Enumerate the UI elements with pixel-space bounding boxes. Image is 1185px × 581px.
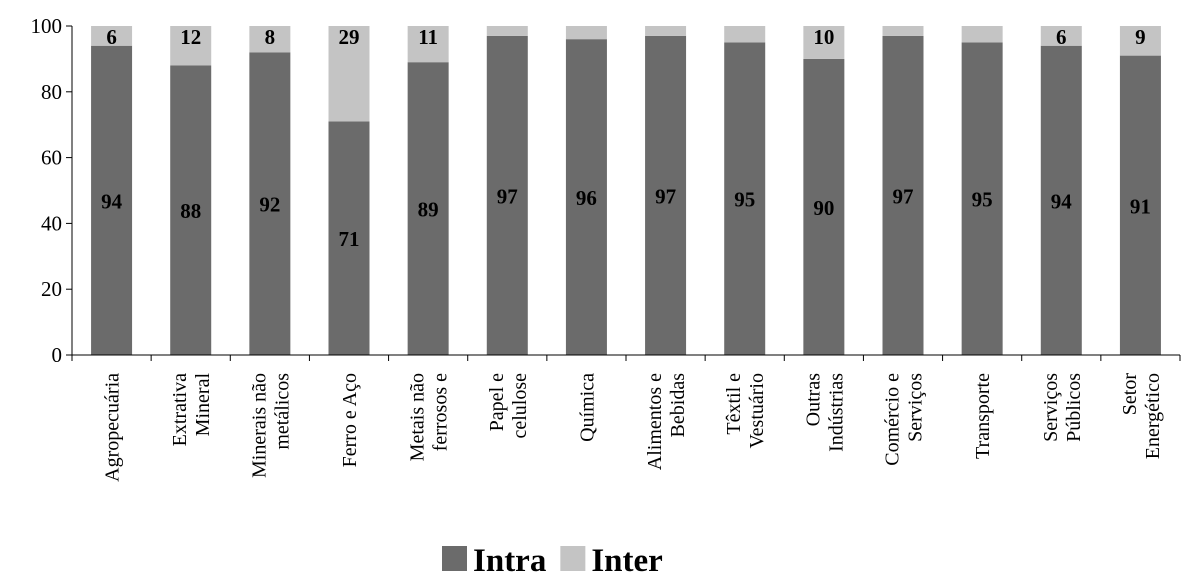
y-tick-label: 20	[41, 277, 62, 301]
x-tick-label: Comércio eServiços	[882, 373, 927, 466]
x-tick-label: Agropecuária	[102, 373, 124, 482]
x-tick-label: ExtrativaMineral	[169, 373, 214, 447]
x-tick-label: ServiçosPúblicos	[1040, 373, 1085, 442]
bar-segment-inter	[724, 26, 766, 43]
legend: Intra Inter	[442, 543, 663, 579]
bar-segment-inter	[486, 26, 528, 36]
bar-segment-inter	[1040, 26, 1082, 46]
x-tick-label: SetorEnergético	[1119, 373, 1164, 460]
bar-segment-inter	[91, 26, 133, 46]
y-tick-label: 100	[31, 14, 63, 38]
bar-segment-intra	[1040, 45, 1082, 356]
x-tick-label: Ferro e Aço	[339, 373, 361, 467]
bar-segment-inter	[961, 26, 1003, 43]
x-tick-label: Química	[576, 373, 598, 442]
data-label: 88	[180, 199, 201, 223]
y-tick-label: 40	[41, 211, 62, 235]
data-label: 12	[180, 25, 201, 49]
bar-segment-intra	[645, 35, 687, 356]
x-tick-label: Metais nãoferrosos e	[407, 373, 452, 461]
y-tick-label: 0	[52, 343, 63, 367]
x-tick-label: OutrasIndústrias	[802, 373, 847, 452]
bar-segment-inter	[170, 26, 212, 66]
y-axis: 0 20 40 60 80 100	[31, 14, 73, 367]
bar-segment-intra	[170, 65, 212, 355]
data-label: 9	[1135, 25, 1146, 49]
x-axis: Agropecuária ExtrativaMineral Minerais não…	[71, 354, 1181, 482]
bar-segment-inter	[1119, 26, 1161, 56]
bar-segment-intra	[565, 39, 607, 355]
data-label: 6	[1056, 25, 1067, 49]
bar-segment-intra	[328, 121, 370, 355]
bar-segment-inter	[407, 26, 449, 63]
bars	[91, 26, 1161, 356]
bar-segment-intra	[407, 62, 449, 355]
data-label: 10	[813, 25, 834, 49]
data-label: 11	[418, 25, 438, 49]
y-tick-label: 80	[41, 80, 62, 104]
bar-segment-intra	[1119, 55, 1161, 356]
bar-segment-inter	[645, 26, 687, 36]
data-label: 90	[813, 196, 834, 220]
bar-segment-inter	[565, 26, 607, 40]
bar-segment-inter	[249, 26, 291, 53]
data-label: 71	[339, 227, 360, 251]
data-label: 97	[497, 184, 518, 208]
legend-label-inter: Inter	[591, 543, 662, 579]
legend-swatch-inter	[560, 546, 586, 571]
data-label: 97	[655, 184, 676, 208]
x-tick-label: Papel ecelulose	[486, 373, 531, 439]
bar-segment-inter	[803, 26, 845, 59]
legend-label-intra: Intra	[473, 543, 546, 579]
data-label: 91	[1130, 194, 1151, 218]
data-label: 6	[106, 25, 117, 49]
x-tick-label: Têxtil eVestuário	[723, 373, 768, 449]
data-label: 95	[972, 188, 993, 212]
data-label: 8	[265, 25, 276, 49]
bar-segment-inter	[882, 26, 924, 36]
bar-segment-intra	[882, 35, 924, 356]
data-label: 94	[101, 189, 123, 213]
data-label: 92	[259, 193, 280, 217]
data-label: 29	[339, 25, 360, 49]
data-label: 94	[1051, 189, 1073, 213]
bar-segment-intra	[91, 45, 133, 356]
y-tick-label: 60	[41, 146, 62, 170]
data-label: 95	[734, 188, 755, 212]
bar-segment-intra	[961, 42, 1003, 355]
data-labels: 94 6 88 12 92 8 71 29 89 11 97 96 97 95 90 10 97 95 94 6 91 9	[101, 25, 1151, 251]
legend-swatch-intra	[442, 546, 467, 571]
bar-segment-intra	[486, 35, 528, 356]
bar-segment-intra	[249, 52, 291, 355]
bar-segment-intra	[803, 58, 845, 356]
bar-segment-inter	[328, 26, 370, 122]
bar-segment-intra	[724, 42, 766, 355]
x-tick-label: Alimentos eBebidas	[644, 373, 689, 470]
x-tick-label: Transporte	[972, 373, 994, 459]
data-label: 96	[576, 186, 597, 210]
data-label: 89	[418, 198, 439, 222]
data-label: 97	[893, 184, 914, 208]
x-tick-label: Minerais nãometálicos	[248, 373, 293, 478]
